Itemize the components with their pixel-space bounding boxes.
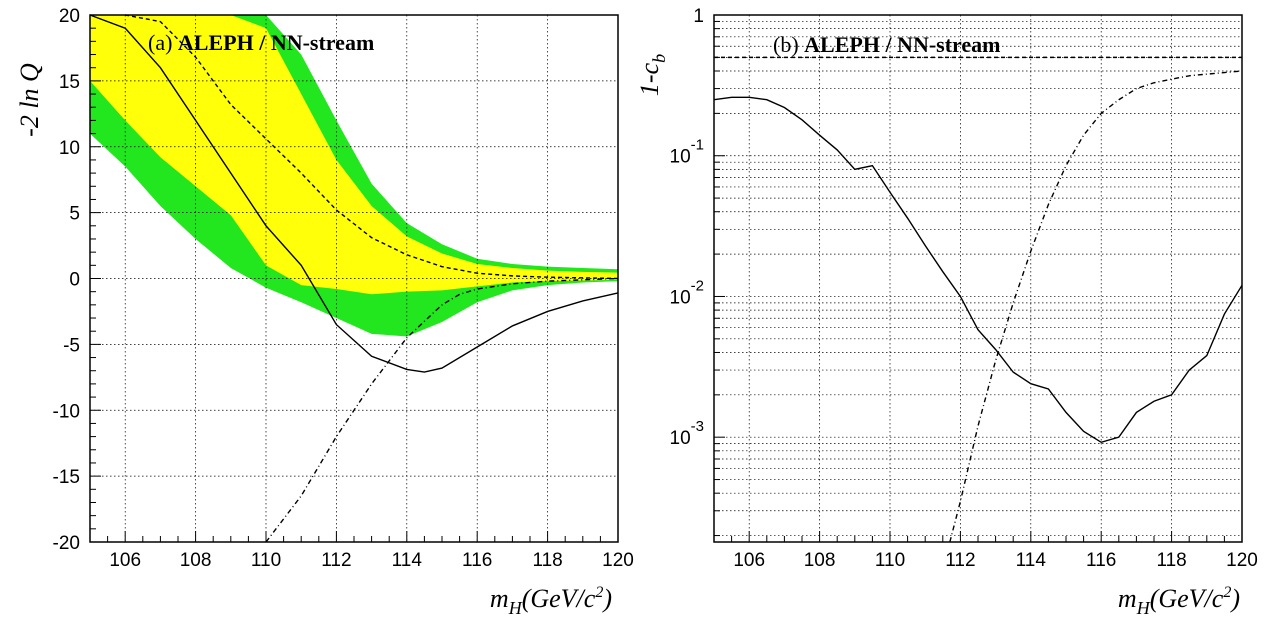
x-tick-label: 112 (945, 550, 975, 571)
one-sigma-band (90, 15, 618, 295)
panel-a-grid (90, 15, 618, 542)
x-tick-label: 108 (180, 550, 212, 571)
y-tick-label: 10-2 (670, 277, 704, 308)
y-tick-label: 20 (59, 6, 80, 27)
y-tick-label: -10 (53, 401, 80, 422)
y-tick-label: 0 (69, 270, 80, 291)
expected-cb-line (949, 70, 1243, 543)
expected-bands (90, 15, 618, 337)
panel-b-series (713, 56, 1243, 543)
y-tick-label: 15 (59, 72, 80, 93)
observed-cb-line (713, 96, 1243, 444)
panel-b-frame (713, 14, 1243, 543)
x-tick-label: 120 (602, 550, 634, 571)
x-tick-label: 106 (733, 550, 765, 571)
y-tick-label: -15 (53, 467, 80, 488)
y-tick-label: -20 (53, 533, 80, 554)
panel-a-series (89, 14, 619, 543)
observed-line (89, 14, 619, 373)
y-tick-label: 5 (69, 204, 80, 225)
y-tick-label: 10 (59, 138, 80, 159)
x-tick-label: 116 (462, 550, 492, 571)
panel-b-y-label: 1-cb (635, 54, 669, 96)
y-tick-label: 10-3 (670, 418, 704, 449)
panel-b-title: (b) ALEPH / NN-stream (773, 32, 1001, 57)
panel-a-chart: 106 108 110 112 114 116 118 120 -20 -15 -10 -5 0 5 10 1… (15, 6, 634, 618)
x-tick-label: 114 (1016, 550, 1047, 571)
x-tick-label: 110 (251, 550, 281, 571)
x-tick-label: 120 (1226, 550, 1258, 571)
panel-b-x-label: mH(GeV/c2) (1118, 584, 1240, 618)
x-tick-label: 114 (392, 550, 423, 571)
panel-a-y-label: -2 ln Q (15, 63, 44, 137)
x-tick-label: 108 (804, 550, 836, 571)
y-tick-label: 1 (693, 6, 704, 27)
panel-a-x-label: mH(GeV/c2) (490, 584, 612, 618)
x-tick-label: 118 (532, 550, 562, 571)
panel-a-title: (a) ALEPH / NN-stream (148, 30, 374, 55)
x-tick-label: 106 (109, 550, 141, 571)
expected-background-line (125, 14, 619, 280)
x-tick-label: 116 (1086, 550, 1116, 571)
expected-signal-line (265, 277, 619, 543)
panel-a-axes: 106 108 110 112 114 116 118 120 -20 -15 -10 -5 0 5 10 1… (53, 6, 634, 571)
y-tick-label: -5 (63, 335, 80, 356)
panel-b-grid (714, 15, 1242, 542)
x-tick-label: 110 (875, 550, 905, 571)
panel-b-axes: 106 108 110 112 114 116 118 120 1 10-1 10-2 10-3 (670, 6, 1258, 571)
x-tick-label: 118 (1156, 550, 1186, 571)
x-tick-label: 112 (321, 550, 351, 571)
y-tick-label: 10-1 (670, 137, 704, 168)
panel-b-chart: 106 108 110 112 114 116 118 120 1 10-1 10-2 10-3 (b… (635, 6, 1258, 618)
